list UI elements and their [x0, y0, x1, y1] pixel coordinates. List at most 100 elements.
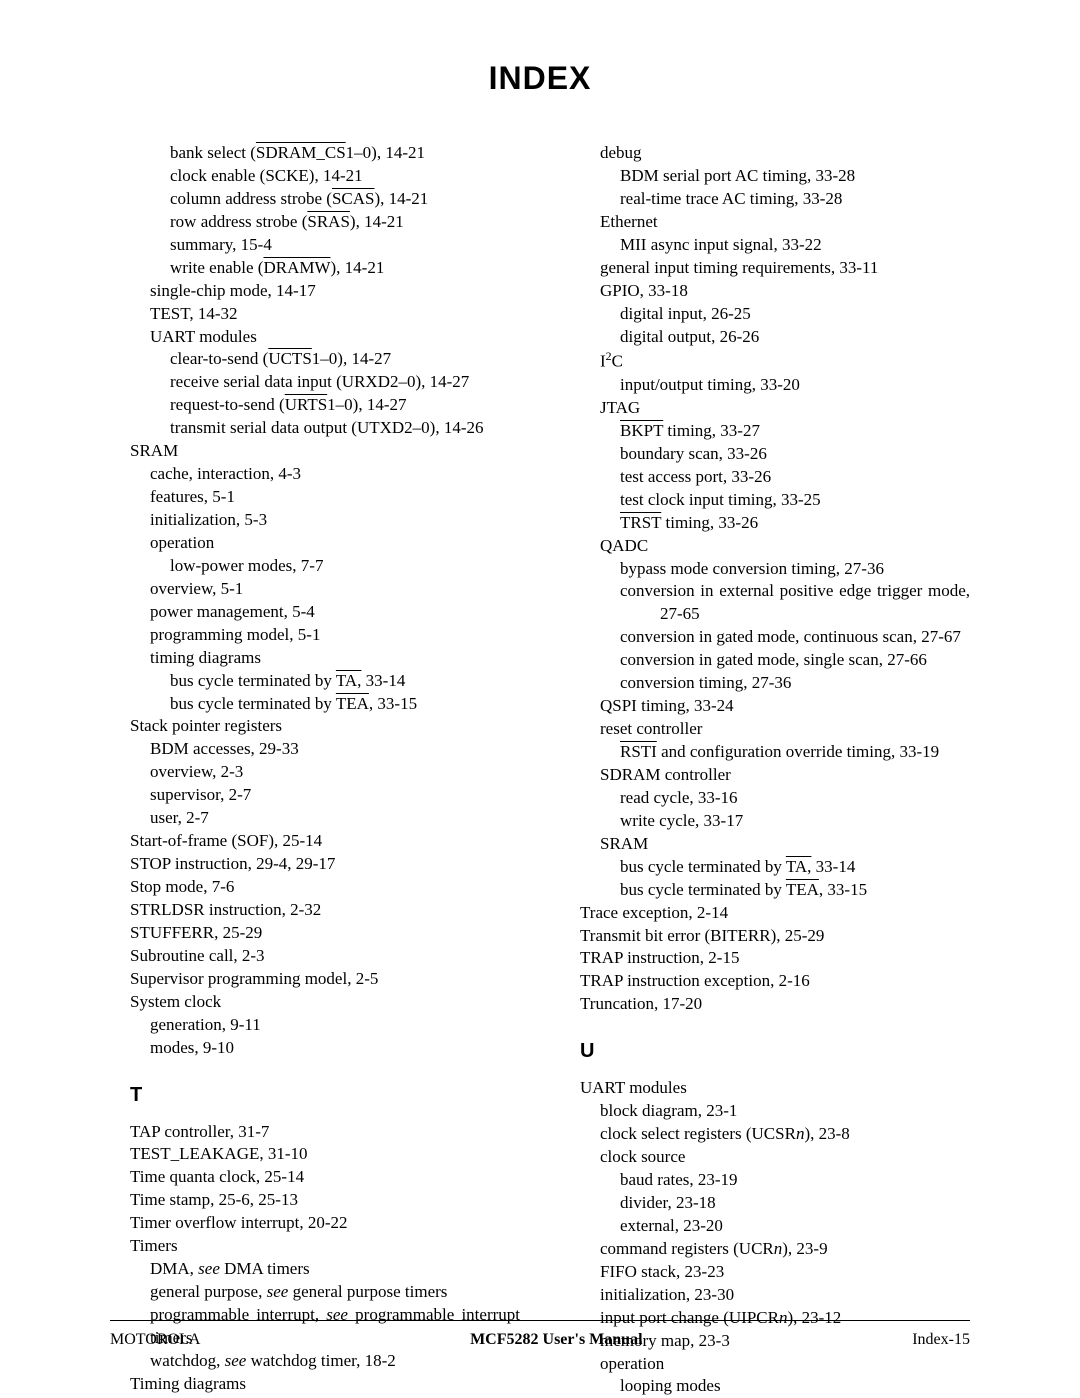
index-entry: BDM serial port AC timing, 33-28 — [620, 165, 970, 188]
index-entry: timing diagrams — [150, 647, 520, 670]
index-entry: initialization, 5-3 — [150, 509, 520, 532]
index-entry: overview, 2-3 — [150, 761, 520, 784]
index-entry: Timers — [130, 1235, 520, 1258]
index-entry: summary, 15-4 — [170, 234, 520, 257]
index-entry: BDM accesses, 29-33 — [150, 738, 520, 761]
index-entry: watchdog, see watchdog timer, 18-2 — [150, 1350, 520, 1373]
index-entry: Truncation, 17-20 — [580, 993, 970, 1016]
index-entry: QSPI timing, 33-24 — [600, 695, 970, 718]
index-entry: conversion in gated mode, continuous sca… — [620, 626, 970, 649]
index-entry: UART modules — [580, 1077, 970, 1100]
index-entry: conversion in external positive edge tri… — [620, 580, 970, 626]
index-entry: supervisor, 2-7 — [150, 784, 520, 807]
index-entry: test access port, 33-26 — [620, 466, 970, 489]
index-entry: digital output, 26-26 — [620, 326, 970, 349]
index-entry: Subroutine call, 2-3 — [130, 945, 520, 968]
index-entry: Trace exception, 2-14 — [580, 902, 970, 925]
index-entry: clock source — [600, 1146, 970, 1169]
index-entry: cache, interaction, 4-3 — [150, 463, 520, 486]
index-entry: generation, 9-11 — [150, 1014, 520, 1037]
index-entry: UART modules — [150, 326, 520, 349]
index-entry: digital input, 26-25 — [620, 303, 970, 326]
index-entry: read cycle, 33-16 — [620, 787, 970, 810]
index-columns: bank select (SDRAM_CS1–0), 14-21 clock e… — [110, 142, 970, 1398]
index-entry: clock enable (SCKE), 14-21 — [170, 165, 520, 188]
index-entry: programming model, 5-1 — [150, 624, 520, 647]
index-entry: external, 23-20 — [620, 1215, 970, 1238]
index-entry: Stop mode, 7-6 — [130, 876, 520, 899]
index-entry: bus cycle terminated by TEA, 33-15 — [170, 693, 520, 716]
index-entry: RSTI and configuration override timing, … — [620, 741, 970, 764]
index-entry: Timer overflow interrupt, 20-22 — [130, 1212, 520, 1235]
index-entry: QADC — [600, 535, 970, 558]
index-entry: conversion timing, 27-36 — [620, 672, 970, 695]
index-entry: SDRAM controller — [600, 764, 970, 787]
index-entry: column address strobe (SCAS), 14-21 — [170, 188, 520, 211]
index-entry: FIFO stack, 23-23 — [600, 1261, 970, 1284]
index-entry: write cycle, 33-17 — [620, 810, 970, 833]
index-entry: transmit serial data output (UTXD2–0), 1… — [170, 417, 520, 440]
index-entry: bank select (SDRAM_CS1–0), 14-21 — [170, 142, 520, 165]
index-entry: DMA, see DMA timers — [150, 1258, 520, 1281]
index-entry: clock select registers (UCSRn), 23-8 — [600, 1123, 970, 1146]
index-entry: conversion in gated mode, single scan, 2… — [620, 649, 970, 672]
index-entry: MII async input signal, 33-22 — [620, 234, 970, 257]
index-entry: user, 2-7 — [150, 807, 520, 830]
index-entry: clear-to-send (UCTS1–0), 14-27 — [170, 348, 520, 371]
index-entry: TRAP instruction, 2-15 — [580, 947, 970, 970]
index-entry: TRST timing, 33-26 — [620, 512, 970, 535]
index-entry: bus cycle terminated by TEA, 33-15 — [620, 879, 970, 902]
index-entry: command registers (UCRn), 23-9 — [600, 1238, 970, 1261]
index-entry: receive serial data input (URXD2–0), 14-… — [170, 371, 520, 394]
index-entry: row address strobe (SRAS), 14-21 — [170, 211, 520, 234]
index-entry: JTAG — [600, 397, 970, 420]
index-entry: operation — [150, 532, 520, 555]
index-entry: input/output timing, 33-20 — [620, 374, 970, 397]
index-entry: bus cycle terminated by TA, 33-14 — [170, 670, 520, 693]
index-entry: SRAM — [600, 833, 970, 856]
index-entry: STUFFERR, 25-29 — [130, 922, 520, 945]
index-entry: Supervisor programming model, 2-5 — [130, 968, 520, 991]
index-entry: write enable (DRAMW), 14-21 — [170, 257, 520, 280]
index-entry: Stack pointer registers — [130, 715, 520, 738]
index-entry: modes, 9-10 — [150, 1037, 520, 1060]
section-t: T — [130, 1082, 520, 1109]
index-entry: Time quanta clock, 25-14 — [130, 1166, 520, 1189]
footer-left: MOTOROLA — [110, 1331, 200, 1349]
index-entry: BKPT timing, 33-27 — [620, 420, 970, 443]
index-entry: general input timing requirements, 33-11 — [600, 257, 970, 280]
left-column: bank select (SDRAM_CS1–0), 14-21 clock e… — [110, 142, 520, 1398]
index-entry: TEST_LEAKAGE, 31-10 — [130, 1143, 520, 1166]
index-entry: debug — [600, 142, 970, 165]
footer-center: MCF5282 User's Manual — [470, 1331, 642, 1349]
index-entry: request-to-send (URTS1–0), 14-27 — [170, 394, 520, 417]
index-entry: Transmit bit error (BITERR), 25-29 — [580, 925, 970, 948]
index-entry: STOP instruction, 29-4, 29-17 — [130, 853, 520, 876]
index-entry: low-power modes, 7-7 — [170, 555, 520, 578]
index-entry: boundary scan, 33-26 — [620, 443, 970, 466]
index-entry: divider, 23-18 — [620, 1192, 970, 1215]
index-entry: System clock — [130, 991, 520, 1014]
index-entry: initialization, 23-30 — [600, 1284, 970, 1307]
index-entry: bypass mode conversion timing, 27-36 — [620, 558, 970, 581]
index-entry: looping modes — [620, 1375, 970, 1398]
index-entry: TEST, 14-32 — [150, 303, 520, 326]
index-entry: I2C — [600, 348, 970, 374]
index-entry: operation — [600, 1353, 970, 1376]
index-entry: real-time trace AC timing, 33-28 — [620, 188, 970, 211]
page-title: INDEX — [110, 60, 970, 97]
index-entry: general purpose, see general purpose tim… — [150, 1281, 520, 1304]
section-u: U — [580, 1038, 970, 1065]
index-entry: baud rates, 23-19 — [620, 1169, 970, 1192]
index-entry: TAP controller, 31-7 — [130, 1121, 520, 1144]
index-entry: overview, 5-1 — [150, 578, 520, 601]
index-entry: Ethernet — [600, 211, 970, 234]
index-entry: reset controller — [600, 718, 970, 741]
index-entry: Timing diagrams — [130, 1373, 520, 1396]
right-column: debug BDM serial port AC timing, 33-28 r… — [560, 142, 970, 1398]
index-entry: TRAP instruction exception, 2-16 — [580, 970, 970, 993]
index-entry: block diagram, 23-1 — [600, 1100, 970, 1123]
page-footer: MOTOROLA MCF5282 User's Manual Index-15 — [110, 1320, 970, 1349]
index-entry: Start-of-frame (SOF), 25-14 — [130, 830, 520, 853]
index-entry: features, 5-1 — [150, 486, 520, 509]
